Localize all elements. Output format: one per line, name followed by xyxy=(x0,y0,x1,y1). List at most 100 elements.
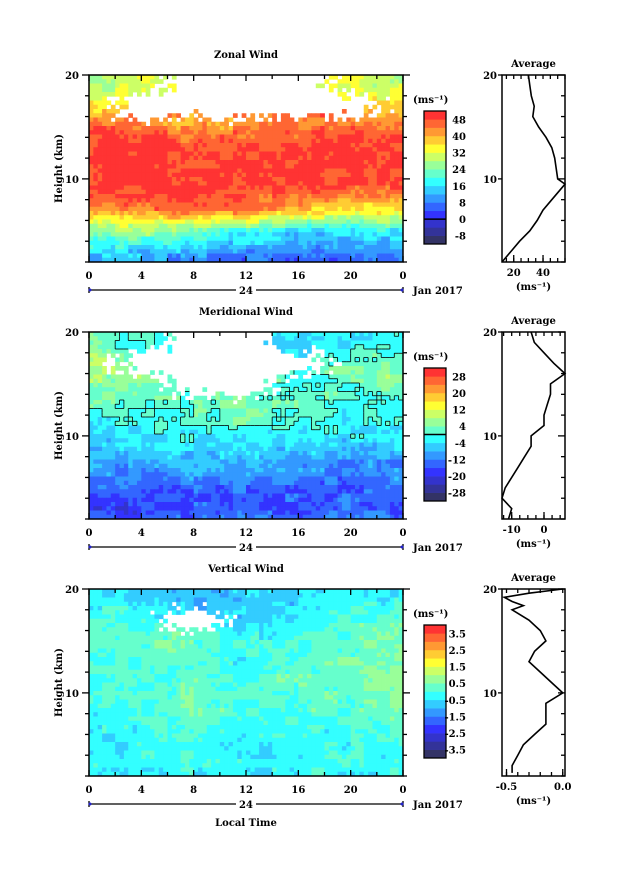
heatmap-cell xyxy=(328,459,334,465)
heatmap-cell xyxy=(102,472,107,477)
heatmap-cell xyxy=(285,194,291,199)
heatmap-cell xyxy=(89,417,94,422)
heatmap-cell xyxy=(368,87,373,93)
heatmap-cell xyxy=(102,219,107,225)
heatmap-cell xyxy=(355,357,360,363)
heatmap-cell xyxy=(285,451,291,456)
heatmap-cell xyxy=(333,425,338,431)
heatmap-cell xyxy=(180,194,186,199)
heatmap-cell xyxy=(302,438,308,443)
heatmap-cell xyxy=(341,257,347,263)
heatmap-cell xyxy=(102,96,107,101)
heatmap-cell xyxy=(141,121,147,127)
heatmap-cell xyxy=(115,404,120,409)
heatmap-cell xyxy=(324,134,330,140)
heatmap-cell xyxy=(110,134,116,140)
heatmap-cell xyxy=(267,480,273,486)
heatmap-cell xyxy=(337,206,343,212)
heatmap-cell xyxy=(359,92,365,97)
heatmap-cell xyxy=(333,455,338,460)
heatmap-cell xyxy=(272,434,277,439)
heatmap-cell xyxy=(224,181,229,186)
heatmap-cell xyxy=(376,117,382,123)
heatmap-cell xyxy=(254,245,260,250)
heatmap-cell xyxy=(280,164,286,169)
heatmap-cell xyxy=(97,100,103,106)
heatmap-cell xyxy=(289,480,295,486)
heatmap-cell xyxy=(359,357,365,363)
heatmap-cell xyxy=(293,391,299,397)
heatmap-cell xyxy=(276,151,282,157)
heatmap-cell xyxy=(102,109,107,114)
heatmap-cell xyxy=(376,400,382,405)
heatmap-cell xyxy=(176,206,181,212)
heatmap-cell xyxy=(145,429,151,435)
heatmap-cell xyxy=(324,344,330,350)
heatmap-cell xyxy=(250,130,256,135)
heatmap-cell xyxy=(289,215,295,220)
heatmap-cell xyxy=(346,480,352,486)
heatmap-cell xyxy=(254,215,260,220)
heatmap-cell xyxy=(259,198,264,203)
heatmap-cell xyxy=(324,143,330,148)
heatmap-cell xyxy=(324,236,330,242)
heatmap-cell xyxy=(215,189,221,195)
heatmap-cell xyxy=(132,438,138,443)
heatmap-cell xyxy=(307,151,312,157)
heatmap-cell xyxy=(110,189,116,195)
heatmap-cell xyxy=(328,164,334,169)
heatmap-cell xyxy=(285,257,291,263)
heatmap-cell xyxy=(97,253,103,259)
heatmap-cell xyxy=(163,130,168,135)
heatmap-cell xyxy=(376,79,382,84)
heatmap-cell xyxy=(311,438,317,443)
heatmap-cell xyxy=(385,79,391,84)
heatmap-cell xyxy=(363,463,369,469)
heatmap-cell xyxy=(394,434,400,439)
heatmap-cell xyxy=(219,249,225,254)
heatmap-cell xyxy=(307,194,312,199)
heatmap-cell xyxy=(224,240,229,246)
heatmap-cell xyxy=(315,400,321,405)
heatmap-cell xyxy=(202,172,208,178)
heatmap-cell xyxy=(293,387,299,392)
heatmap-cell xyxy=(302,434,308,439)
heatmap-cell xyxy=(132,168,138,174)
heatmap-cell xyxy=(276,147,282,152)
heatmap-cell xyxy=(136,211,142,216)
heatmap-cell xyxy=(363,219,369,225)
heatmap-cell xyxy=(394,130,400,135)
heatmap-cell xyxy=(385,253,391,259)
heatmap-cell xyxy=(106,253,112,259)
heatmap-cell xyxy=(315,206,321,212)
heatmap-cell xyxy=(289,421,295,426)
heatmap-cell xyxy=(355,417,360,422)
heatmap-cell xyxy=(193,236,199,242)
heatmap-cell xyxy=(311,138,317,144)
heatmap-cell xyxy=(115,109,120,114)
heatmap-cell xyxy=(106,425,112,431)
heatmap-cell xyxy=(219,232,225,237)
heatmap-cell xyxy=(381,404,386,409)
heatmap-cell xyxy=(311,155,317,161)
heatmap-cell xyxy=(206,421,212,426)
heatmap-cell xyxy=(232,160,238,165)
heatmap-cell xyxy=(350,257,356,263)
heatmap-cell xyxy=(106,109,112,114)
heatmap-cell xyxy=(385,349,391,354)
heatmap-cell xyxy=(193,425,199,431)
heatmap-cell xyxy=(289,164,295,169)
heatmap-cell xyxy=(115,383,120,388)
heatmap-cell xyxy=(328,353,334,358)
heatmap-cell xyxy=(346,370,352,375)
heatmap-cell xyxy=(163,126,168,131)
heatmap-cell xyxy=(136,438,142,443)
heatmap-cell xyxy=(115,198,120,203)
day-span-label: 24 xyxy=(239,286,253,297)
heatmap-cell xyxy=(119,344,125,350)
heatmap-cell xyxy=(307,228,312,233)
heatmap-cell xyxy=(128,476,134,482)
heatmap-cell xyxy=(394,463,400,469)
heatmap-cell xyxy=(381,353,386,358)
heatmap-cell xyxy=(102,349,107,354)
